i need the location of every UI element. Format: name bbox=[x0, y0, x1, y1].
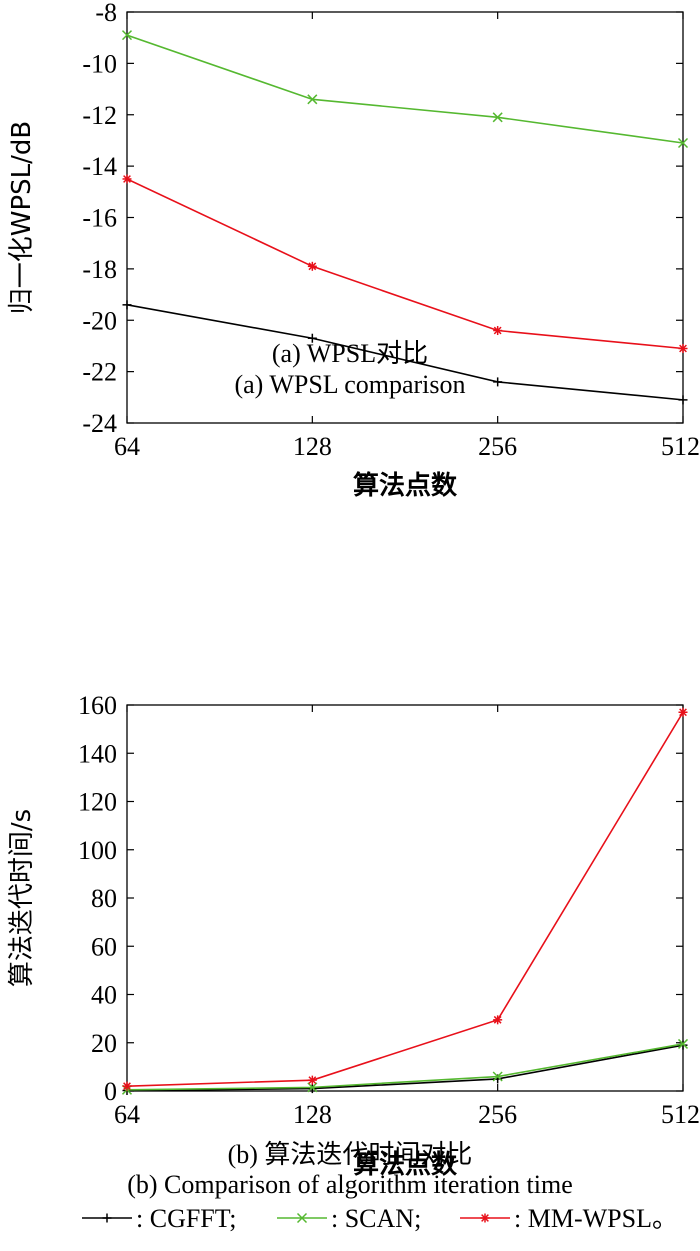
caption-b-english: (b) Comparison of algorithm iteration ti… bbox=[127, 1170, 573, 1199]
chart-b-ytick-label: 120 bbox=[78, 788, 117, 817]
chart-b-series-mm-wpsl-point bbox=[678, 707, 688, 717]
chart-a-series-scan-point-d2 bbox=[121, 30, 133, 41]
chart-b: 0 20 40 60 80 100 120 140 160 64 128 256 512 算法点数 算法迭代… bbox=[7, 691, 700, 1180]
chart-a-series-scan-point bbox=[307, 94, 318, 105]
chart-a-ytick-label: -14 bbox=[82, 152, 117, 181]
chart-b-ytick-label: 60 bbox=[91, 932, 117, 961]
chart-b-series-mm-wpsl-point-d2 bbox=[308, 1076, 317, 1085]
chart-a-series-cgfft-point bbox=[307, 333, 317, 343]
chart-b-x-axis-label: 算法点数 bbox=[353, 1149, 458, 1180]
chart-b-xtick-label: 256 bbox=[478, 1100, 517, 1129]
chart-b-series-scan-point bbox=[492, 1071, 503, 1082]
chart-b-ytick-label: 80 bbox=[91, 884, 117, 913]
chart-b-ytick-label: 100 bbox=[78, 836, 117, 865]
chart-a-series-mm-wpsl-point bbox=[307, 261, 317, 271]
chart-b-series-mm-wpsl-point bbox=[122, 1081, 132, 1091]
chart-a-series-cgfft-point bbox=[678, 395, 688, 405]
chart-b-ytick-label: 0 bbox=[104, 1077, 117, 1106]
chart-a-y-axis-label: 归一化WPSL/dB bbox=[7, 121, 37, 314]
chart-b-series-scan-point-d2 bbox=[677, 1038, 689, 1049]
legend-swatch-marker-d2 bbox=[296, 1212, 308, 1224]
legend: : CGFFT; : SCAN; : MM-WPSL。 bbox=[82, 1204, 678, 1233]
chart-a-series-mm-wpsl-point bbox=[122, 174, 132, 184]
chart-a-series-scan-point-d2 bbox=[307, 94, 318, 105]
chart-a-ytick-label: -10 bbox=[82, 49, 117, 78]
chart-a-series-mm-wpsl-point-d2 bbox=[493, 326, 502, 335]
chart-a-series-mm-wpsl-point-d2 bbox=[308, 262, 317, 271]
chart-b-y-axis-label: 算法迭代时间/s bbox=[7, 809, 37, 987]
chart-a-ytick-label: -22 bbox=[82, 358, 117, 387]
chart-a-series-scan-point bbox=[121, 30, 133, 41]
chart-b-series-scan-point bbox=[677, 1038, 689, 1049]
chart-b-series-scan-line bbox=[126, 1043, 684, 1091]
chart-b-ytick-label: 40 bbox=[91, 981, 117, 1010]
chart-a-series-cgfft-line bbox=[126, 304, 684, 401]
chart-b-ytick-label: 140 bbox=[78, 739, 117, 768]
caption-a-chinese: (a) WPSL对比 bbox=[271, 339, 429, 368]
chart-a-series-mm-wpsl-point-d2 bbox=[123, 175, 131, 183]
chart-a-series-cgfft-point bbox=[122, 300, 132, 310]
chart-a-ytick-label: -18 bbox=[82, 255, 117, 284]
chart-b-ytick-label: 20 bbox=[91, 1029, 117, 1058]
chart-b-series-mm-wpsl-point-d2 bbox=[679, 708, 687, 717]
legend-swatch-marker bbox=[296, 1212, 308, 1224]
legend-label: : CGFFT; bbox=[136, 1204, 236, 1233]
chart-a-ytick-label: -20 bbox=[82, 306, 117, 335]
chart-b-series-mm-wpsl-point-d2 bbox=[123, 1082, 131, 1091]
chart-a-ytick-label: -16 bbox=[82, 204, 117, 233]
chart-a-series-scan-line bbox=[126, 34, 684, 144]
chart-b-series-scan-point bbox=[307, 1082, 318, 1093]
chart-a-xtick-label: 512 bbox=[661, 432, 700, 461]
chart-a-ytick-label: -12 bbox=[82, 101, 117, 130]
chart-a-xtick-label: 128 bbox=[293, 432, 332, 461]
chart-b-xtick-label: 512 bbox=[661, 1100, 700, 1129]
legend-swatch-marker bbox=[480, 1213, 490, 1223]
chart-b-series-mm-wpsl-point bbox=[493, 1015, 503, 1025]
caption-a-english: (a) WPSL comparison bbox=[234, 370, 466, 399]
chart-a-series-mm-wpsl-line bbox=[126, 178, 684, 350]
chart-a-series-mm-wpsl-point bbox=[678, 344, 688, 354]
chart-b-xtick-label: 128 bbox=[293, 1100, 332, 1129]
chart-a-xtick-label: 64 bbox=[114, 432, 140, 461]
chart-a-series-scan-point bbox=[492, 112, 503, 123]
legend-label: : MM-WPSL。 bbox=[514, 1204, 678, 1233]
chart-b-xtick-label: 64 bbox=[114, 1100, 140, 1129]
chart-a-ytick-label: -8 bbox=[95, 0, 117, 27]
chart-b-series-scan-point-d2 bbox=[492, 1071, 503, 1082]
chart-b-ytick-label: 160 bbox=[78, 691, 117, 720]
chart-b-series-mm-wpsl-point-d2 bbox=[493, 1015, 502, 1024]
chart-a-x-axis-label: 算法点数 bbox=[353, 470, 458, 501]
legend-swatch-marker bbox=[102, 1213, 112, 1223]
chart-b-plot-frame bbox=[126, 704, 684, 1092]
chart-a-series-mm-wpsl-point bbox=[493, 326, 503, 336]
chart-b-series-cgfft-point bbox=[307, 1084, 317, 1094]
chart-b-series-cgfft-line bbox=[126, 1044, 684, 1092]
legend-item-1: : CGFFT; bbox=[82, 1204, 236, 1233]
legend-label: : SCAN; bbox=[331, 1204, 421, 1233]
chart-a-series-scan-point-d2 bbox=[492, 112, 503, 123]
caption-b-chinese: (b) 算法迭代时间对比 bbox=[227, 1140, 473, 1169]
chart-a-xtick-label: 256 bbox=[478, 432, 517, 461]
chart-a-series-cgfft-point bbox=[493, 377, 503, 387]
legend-item-2: : SCAN; bbox=[277, 1204, 421, 1233]
chart-a-series-mm-wpsl-point-d2 bbox=[679, 344, 687, 353]
chart-a-series-scan-point bbox=[677, 137, 689, 149]
chart-b-series-mm-wpsl-line bbox=[126, 711, 684, 1087]
chart-b-series-scan-point-d2 bbox=[307, 1082, 318, 1093]
legend-swatch-marker-d2 bbox=[481, 1214, 489, 1222]
legend-item-3: : MM-WPSL。 bbox=[460, 1204, 678, 1233]
chart-b-series-mm-wpsl-point bbox=[307, 1075, 317, 1085]
chart-a-series-scan-point-d2 bbox=[677, 137, 689, 149]
chart-a-ytick-label: -24 bbox=[82, 409, 117, 438]
